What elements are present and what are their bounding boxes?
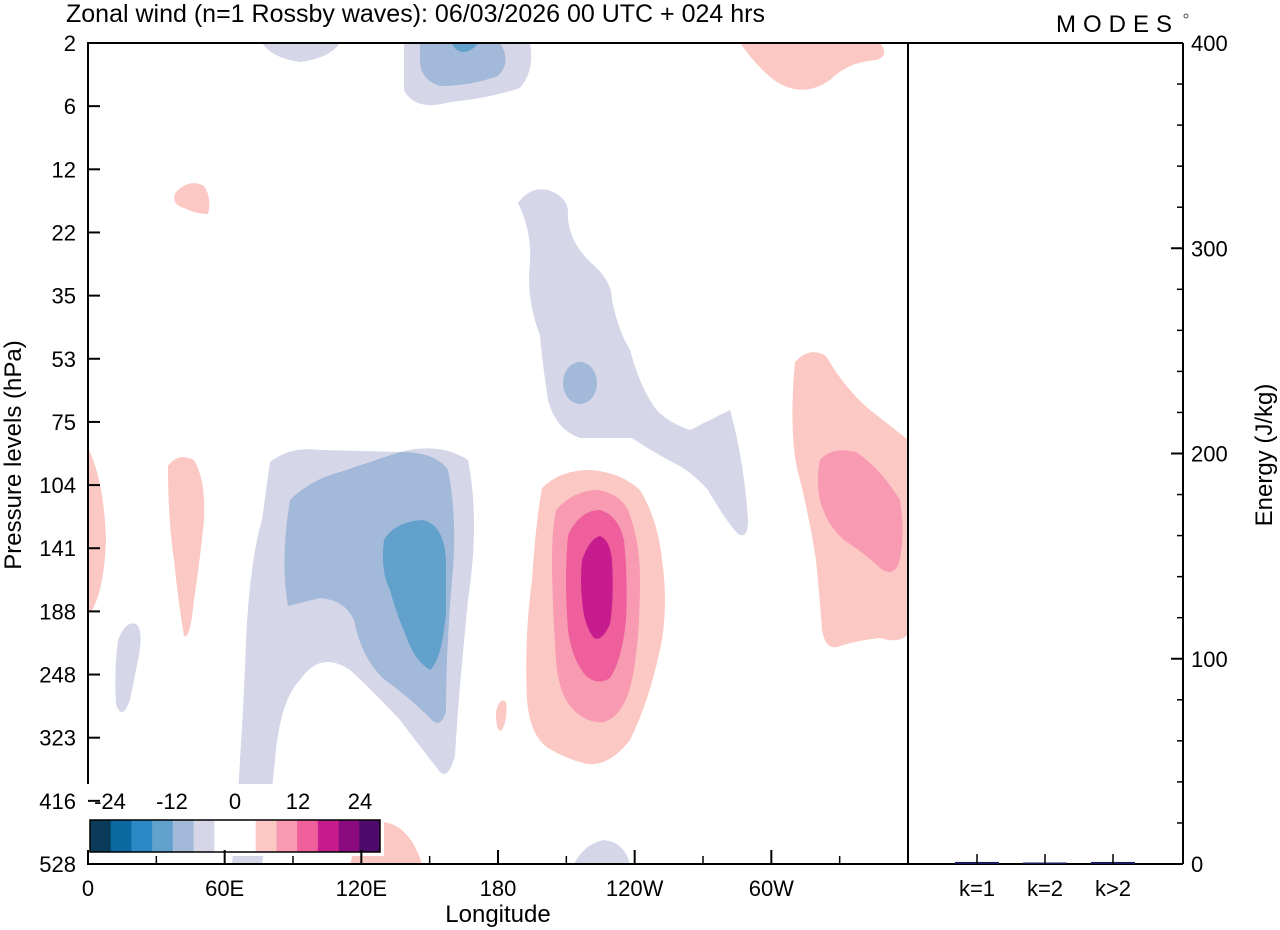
pos-region-small-dot (496, 700, 507, 731)
pos-region-central-core (581, 536, 613, 639)
energy-category-label: k=2 (1027, 876, 1063, 901)
y-tick-label: 22 (52, 220, 76, 245)
y-tick-label: 323 (39, 726, 76, 751)
neg-region-top-core (452, 43, 478, 52)
energy-tick-label: 100 (1191, 647, 1228, 672)
energy-panel: k=1 k=2 k>2 0 100 200 300 400 (908, 31, 1228, 901)
energy-category-label: k>2 (1095, 876, 1131, 901)
x-tick-label: 60E (205, 876, 244, 901)
colorbar-label: 24 (348, 789, 372, 814)
colorbar-swatch (297, 820, 319, 852)
colorbar-swatch (214, 820, 236, 852)
contour-plot (87, 42, 909, 865)
y-tick-label: 104 (39, 473, 76, 498)
y-tick-label: 528 (39, 852, 76, 877)
chart-title: Zonal wind (n=1 Rossby waves): 06/03/202… (66, 0, 765, 28)
colorbar-swatch (152, 820, 174, 852)
neg-region-central-core (563, 362, 597, 404)
y-tick-label: 141 (39, 536, 76, 561)
colorbar-swatch (317, 820, 340, 852)
neg-region-left-small (115, 623, 141, 713)
y-tick-label: 75 (52, 410, 76, 435)
x-tick-label: 0 (82, 876, 94, 901)
main-plot-frame (87, 42, 909, 865)
colorbar-swatch (172, 820, 195, 852)
x-tick-label: 60W (749, 876, 794, 901)
neg-region-main-core (382, 520, 446, 670)
y-tick-label: 6 (64, 94, 76, 119)
x-tick-label: 120W (606, 876, 664, 901)
x-tick-label: 120E (336, 876, 387, 901)
colorbar-swatch (276, 820, 298, 852)
pos-region-top-right (740, 43, 885, 90)
y-axis-label: Pressure levels (hPa) (0, 340, 27, 569)
energy-axis: 0 100 200 300 400 (1171, 31, 1228, 877)
energy-tick-label: 0 (1191, 852, 1203, 877)
copyright-icon (1183, 13, 1189, 19)
energy-tick-label: 200 (1191, 442, 1228, 467)
colorbar-swatch (193, 820, 215, 852)
colorbar-swatch (235, 820, 257, 852)
neg-region-central-column (518, 189, 748, 536)
y-tick-label: 416 (39, 789, 76, 814)
colorbar-swatch (359, 820, 381, 852)
x-tick-label: 180 (480, 876, 517, 901)
colorbar-label: 12 (286, 789, 310, 814)
x-axis-label: Longitude (445, 901, 550, 928)
colorbar: -24 -12 0 12 24 (86, 784, 384, 856)
energy-axis-label: Energy (J/kg) (1251, 384, 1278, 527)
energy-tick-label: 300 (1191, 236, 1228, 261)
pos-region-right-mid (818, 450, 903, 572)
colorbar-swatch (338, 820, 360, 852)
energy-category-label: k=1 (959, 876, 995, 901)
y-tick-label: 35 (52, 284, 76, 309)
energy-tick-label: 400 (1191, 31, 1228, 56)
colorbar-swatch (255, 820, 277, 852)
neg-region-top-inner (420, 43, 506, 86)
neg-region-bottom (574, 840, 630, 864)
y-tick-label: 53 (52, 347, 76, 372)
colorbar-swatch (131, 820, 153, 852)
y-tick-label: 248 (39, 663, 76, 688)
longitude-axis: 0 60E 120E 180 120W 60W (82, 850, 841, 901)
pos-region-upper-left (174, 183, 210, 214)
neg-region-main-mid (284, 452, 455, 723)
pressure-axis: 2 6 12 22 35 53 75 104 141 188 248 323 416 528 (39, 31, 100, 877)
colorbar-swatch (110, 820, 132, 852)
neg-region-top-left (262, 43, 340, 62)
y-tick-label: 188 (39, 599, 76, 624)
colorbar-frame (89, 819, 381, 853)
y-tick-label: 12 (52, 157, 76, 182)
energy-bars: k=1 k=2 k>2 (955, 854, 1135, 901)
modes-logo: MODES (1056, 11, 1179, 38)
y-tick-label: 2 (64, 31, 76, 56)
pos-region-left-column (168, 457, 205, 637)
colorbar-label: 0 (229, 789, 241, 814)
colorbar-swatch (90, 820, 112, 852)
pos-region-left-edge (88, 448, 106, 612)
colorbar-label: -12 (156, 789, 188, 814)
